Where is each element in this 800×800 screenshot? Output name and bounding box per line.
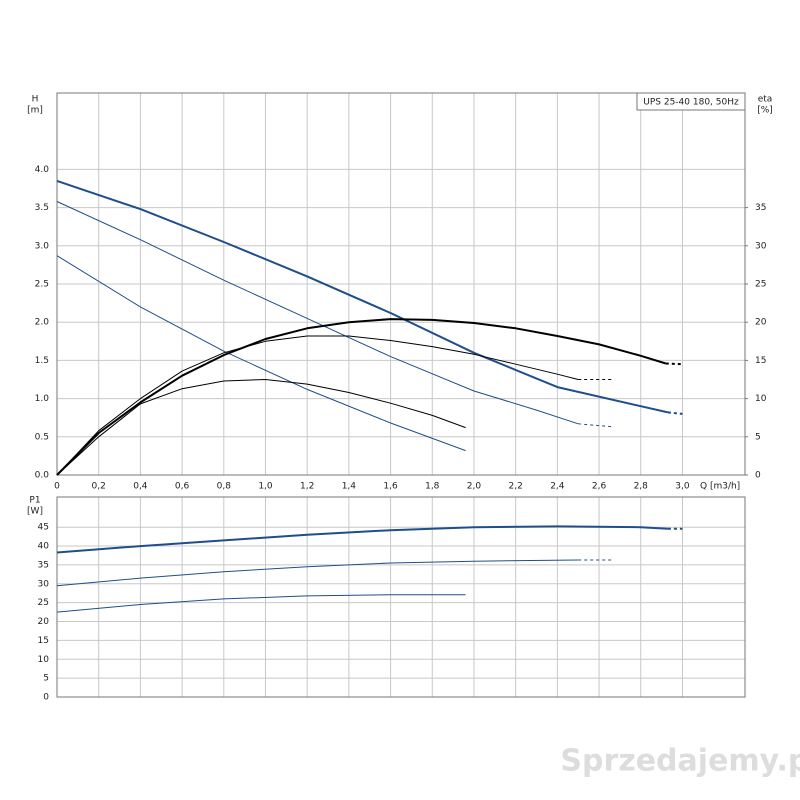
- x-tick-label: 1,0: [258, 482, 273, 492]
- curve: [56, 335, 579, 476]
- x-tick-label: 2,2: [509, 482, 523, 492]
- y2-tick-label: 10: [755, 394, 767, 404]
- y-tick-label: 45: [38, 523, 49, 533]
- y2-tick-label: 35: [755, 203, 766, 213]
- curve: [667, 411, 683, 415]
- y-tick-label: 35: [38, 560, 49, 570]
- x-tick-label: 0: [54, 482, 60, 492]
- y-tick-label: 40: [38, 542, 50, 552]
- curve: [56, 594, 466, 613]
- x-tick-label: 3,0: [675, 482, 690, 492]
- y-tick-label: 25: [38, 598, 49, 608]
- y2-tick-label: 25: [755, 280, 766, 290]
- y-tick-label: 4.0: [35, 165, 50, 175]
- y-axis-unit: [m]: [27, 106, 43, 116]
- y-tick-label: 10: [38, 655, 50, 665]
- y-tick-label: 15: [38, 636, 49, 646]
- y-tick-label: 5: [43, 674, 49, 684]
- curve: [56, 179, 669, 414]
- y2-tick-label: 20: [755, 318, 767, 328]
- y-tick-label: 0.5: [35, 432, 49, 442]
- y-tick-label: 0: [43, 693, 49, 703]
- x-tick-label: 0,6: [175, 482, 190, 492]
- y-tick-label: 2.5: [35, 280, 49, 290]
- x-tick-label: 0,8: [217, 482, 232, 492]
- y-tick-label: 3.0: [35, 241, 50, 251]
- curve: [665, 362, 683, 366]
- curve: [56, 201, 579, 425]
- y-tick-label: 1.0: [35, 394, 50, 404]
- x-tick-label: 2,6: [592, 482, 607, 492]
- x-tick-label: 2,8: [634, 482, 649, 492]
- x-tick-label: 1,6: [383, 482, 398, 492]
- x-tick-label: 1,4: [342, 482, 357, 492]
- y-tick-label: 0.0: [35, 471, 50, 481]
- x-tick-label: 0,4: [133, 482, 148, 492]
- y2-axis-unit: [%]: [757, 106, 773, 116]
- p1-axis-unit: [W]: [27, 507, 43, 517]
- curve: [56, 255, 466, 452]
- y2-tick-label: 5: [755, 432, 761, 442]
- curve: [56, 379, 466, 476]
- x-tick-label: 1,2: [300, 482, 314, 492]
- y2-tick-label: 15: [755, 356, 766, 366]
- y-tick-label: 3.5: [35, 203, 49, 213]
- y-tick-label: 2.0: [35, 318, 50, 328]
- y-tick-label: 20: [38, 617, 50, 627]
- legend-box: [636, 92, 746, 111]
- x-tick-label: 1,8: [425, 482, 440, 492]
- y2-tick-label: 0: [755, 471, 761, 481]
- y-axis-label: H: [32, 95, 39, 105]
- curve: [56, 559, 579, 587]
- legend-label: UPS 25-40 180, 50Hz: [643, 98, 739, 108]
- curve: [56, 525, 668, 554]
- y2-tick-label: 30: [755, 241, 767, 251]
- y-tick-label: 30: [38, 579, 50, 589]
- x-tick-label: 0,2: [92, 482, 106, 492]
- x-axis-label: Q [m3/h]: [700, 482, 740, 492]
- watermark: Sprzedajemy.pl: [560, 744, 800, 779]
- y-tick-label: 1.5: [35, 356, 49, 366]
- curve: [56, 318, 667, 476]
- x-tick-label: 2,0: [467, 482, 482, 492]
- curve: [578, 423, 614, 428]
- bottom-plot-frame: [56, 496, 746, 698]
- p1-axis-label: P1: [29, 496, 40, 506]
- x-tick-label: 2,4: [550, 482, 565, 492]
- y2-axis-label: eta: [758, 95, 773, 105]
